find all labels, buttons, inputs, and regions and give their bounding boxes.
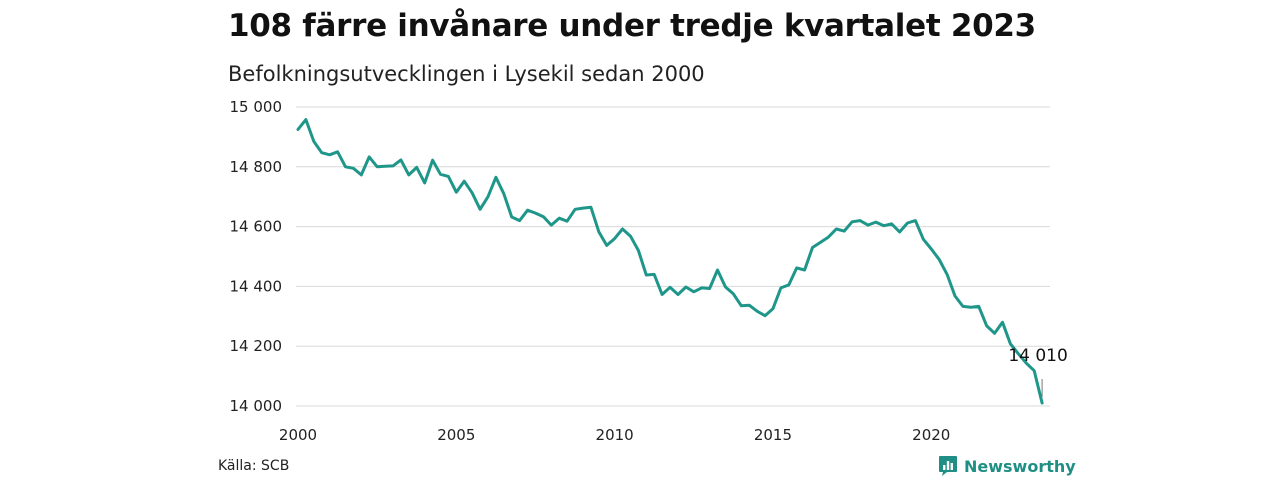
y-tick-label: 14 000: [230, 397, 283, 415]
x-tick-label: 2010: [596, 426, 634, 444]
y-tick-label: 14 600: [230, 218, 283, 236]
chart-title: 108 färre invånare under tredje kvartale…: [228, 8, 1036, 44]
x-tick-label: 2020: [912, 426, 950, 444]
y-tick-label: 14 400: [230, 277, 283, 295]
x-tick-label: 2000: [279, 426, 317, 444]
y-tick-label: 15 000: [230, 98, 283, 116]
annotation-layer: 14 010: [1008, 346, 1068, 398]
y-tick-label: 14 200: [230, 337, 283, 355]
grid-lines: [296, 106, 1050, 407]
x-tick-label: 2015: [754, 426, 792, 444]
series-layer: [296, 118, 1044, 405]
source-note: Källa: SCB: [218, 458, 290, 474]
annotation-label: 14 010: [1008, 346, 1067, 366]
series-line: [296, 118, 1044, 405]
y-axis: 14 000 14 200 14 400 14 600 14 800 15 000: [230, 98, 283, 415]
brand-name: Newsworthy: [964, 456, 1076, 476]
y-tick-label: 14 800: [230, 158, 283, 176]
chart-subtitle: Befolkningsutvecklingen i Lysekil sedan …: [228, 62, 705, 86]
chart-icon: [939, 456, 957, 476]
x-axis: 2000 2005 2010 2015 2020: [279, 426, 950, 444]
x-tick-label: 2005: [437, 426, 475, 444]
brand-logo: Newsworthy: [938, 455, 1076, 477]
